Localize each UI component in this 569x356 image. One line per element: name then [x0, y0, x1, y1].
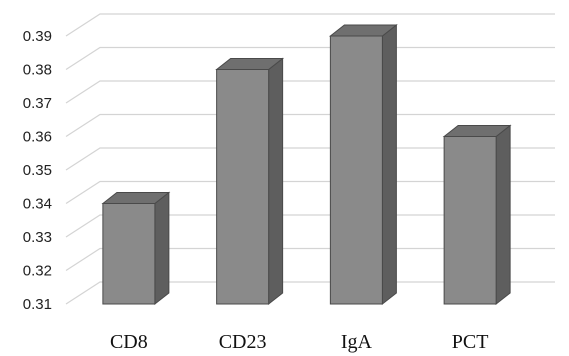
bar — [101, 191, 171, 306]
y-tick-label: 0.31 — [23, 296, 52, 313]
y-tick-label: 0.32 — [23, 263, 52, 280]
bar-side-face — [381, 23, 397, 306]
y-tick-label: 0.38 — [23, 62, 52, 79]
y-tick-label: 0.39 — [23, 28, 52, 45]
x-category-label: PCT — [452, 331, 489, 353]
bars — [101, 23, 512, 306]
y-tick-label: 0.35 — [23, 162, 52, 179]
y-tick-label: 0.33 — [23, 229, 52, 246]
bar-front-face — [102, 203, 156, 305]
y-axis-tick-labels: 0.31 0.32 0.33 0.34 0.35 0.36 0.37 0.38 0.39 — [23, 28, 52, 313]
x-category-label: CD23 — [219, 331, 267, 353]
gridline — [65, 281, 555, 305]
bar-side-face — [154, 191, 170, 306]
gridline — [65, 214, 555, 238]
gridline — [65, 46, 555, 71]
x-category-label: IgA — [341, 331, 373, 353]
bar — [442, 124, 512, 306]
gridline — [65, 147, 555, 171]
y-tick-label: 0.34 — [23, 196, 52, 213]
gridline — [65, 247, 555, 272]
bar-front-face — [216, 69, 270, 305]
bar-side-face — [268, 57, 284, 306]
gridline — [65, 80, 555, 104]
gridlines — [65, 13, 555, 305]
x-category-label: CD8 — [110, 331, 148, 353]
gridline — [65, 13, 555, 37]
bar-side-face — [495, 124, 511, 306]
gridline — [65, 113, 555, 138]
y-tick-label: 0.36 — [23, 129, 52, 146]
bar — [215, 57, 285, 306]
y-tick-label: 0.37 — [23, 95, 52, 112]
bar — [328, 23, 398, 306]
gridline — [65, 180, 555, 205]
x-axis-category-labels: CD8 CD23 IgA PCT — [110, 331, 488, 353]
bar-front-face — [329, 35, 383, 305]
bar-front-face — [443, 136, 497, 305]
